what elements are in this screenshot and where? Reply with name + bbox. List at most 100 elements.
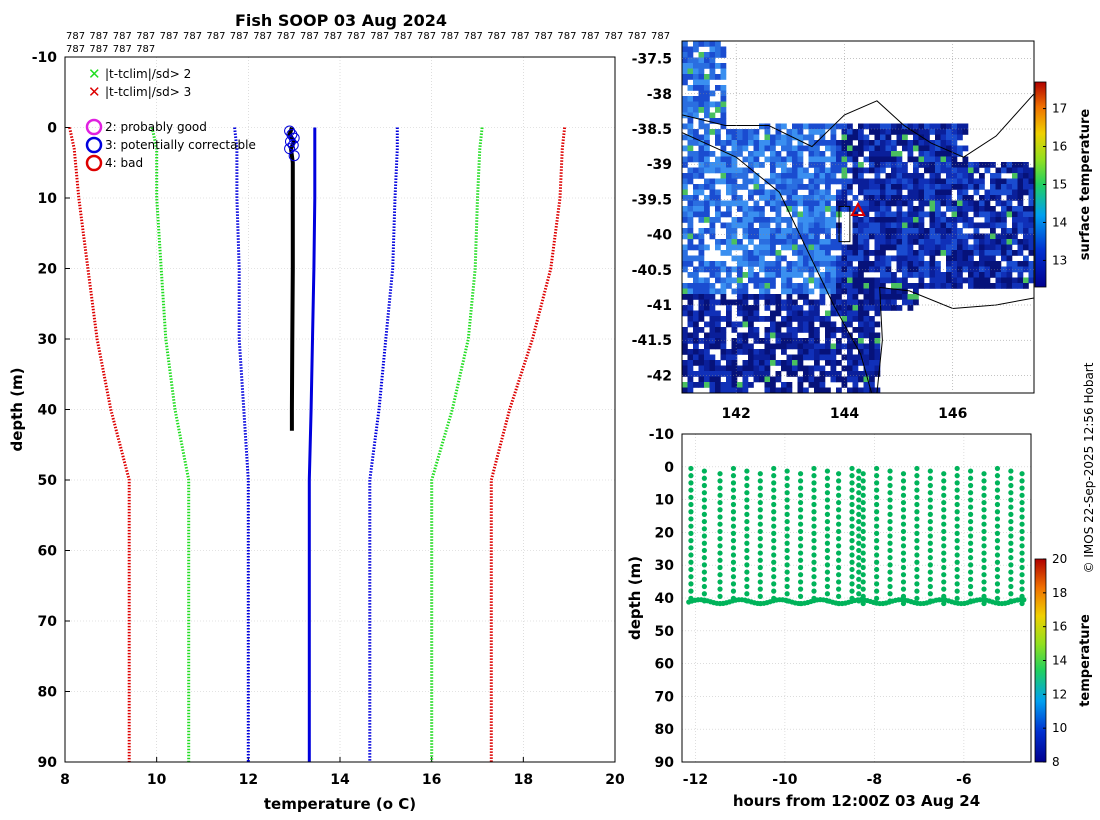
y-tick-label: 20: [655, 525, 675, 541]
sst-cell: [819, 156, 826, 163]
sst-cell: [693, 184, 699, 190]
sst-cell: [847, 140, 853, 146]
sst-cell: [786, 206, 793, 212]
scatter-point: [981, 550, 987, 556]
sst-cell: [951, 184, 958, 190]
scatter-point: [771, 566, 777, 573]
sst-cell: [874, 294, 881, 300]
sst-cell: [693, 338, 699, 344]
sst-cell: [808, 316, 815, 322]
sst-cell: [918, 129, 925, 135]
scatter-point: [730, 494, 737, 500]
sst-cell: [726, 283, 732, 289]
sst-cell: [847, 266, 853, 273]
sst-cell: [797, 129, 804, 135]
sst-cell: [880, 206, 886, 212]
sst-cell: [720, 167, 727, 174]
drop-label: 787: [113, 44, 132, 55]
sst-cell: [764, 217, 771, 223]
drop-label: 787: [347, 31, 366, 42]
sst-cell: [1012, 173, 1018, 179]
sst-cell: [803, 228, 809, 234]
sst-cell: [715, 118, 721, 124]
sst-cell: [1001, 266, 1007, 273]
scatter-point: [856, 562, 862, 568]
sst-cell: [918, 255, 925, 262]
sst-cell: [825, 261, 831, 267]
x-tick-label: 12: [239, 772, 258, 788]
sst-cell: [858, 321, 864, 328]
sst-cell: [753, 134, 760, 141]
scatter-point: [887, 511, 893, 517]
sst-cell: [792, 134, 798, 141]
sst-cell: [720, 261, 727, 267]
sst-cell: [979, 239, 985, 245]
sst-cell: [957, 266, 963, 273]
sst-cell: [940, 123, 947, 130]
sst-cell: [891, 305, 897, 311]
map-y-tick-label: -39.5: [632, 192, 672, 208]
sst-cell: [715, 277, 721, 284]
sst-cell: [759, 316, 765, 322]
sst-cell: [990, 195, 996, 201]
sst-cell: [770, 145, 776, 152]
sst-cell: [792, 371, 798, 377]
sst-cell: [797, 140, 804, 146]
sst-cell: [1023, 283, 1029, 289]
sst-cell: [874, 343, 881, 350]
scatter-point: [688, 566, 694, 573]
y-tick-label: 40: [655, 591, 675, 607]
sst-cell: [951, 206, 958, 212]
sst-cell: [973, 233, 980, 240]
sst-cell: [726, 200, 732, 207]
sst-cell: [808, 310, 815, 317]
sst-cell: [687, 145, 694, 152]
sst-cell: [781, 360, 787, 366]
sst-cell: [946, 239, 952, 245]
sst-cell: [797, 145, 804, 152]
drop-location-marker: [850, 201, 866, 216]
sst-cell: [698, 162, 705, 168]
sst-cell: [951, 156, 958, 163]
sst-cell: [748, 360, 754, 366]
sst-cell: [896, 184, 903, 190]
sst-cell: [682, 63, 688, 69]
sst-cell: [852, 162, 859, 168]
sst-cell: [929, 151, 936, 157]
sst-cell: [759, 228, 765, 234]
sst-cell: [918, 195, 925, 201]
sst-cell: [863, 376, 870, 383]
sst-cell: [979, 206, 985, 212]
sst-cell: [792, 184, 798, 190]
sst-cell: [858, 272, 864, 278]
sst-cell: [748, 195, 754, 201]
scatter-point: [860, 492, 866, 498]
scatter-point: [744, 504, 750, 510]
sst-cell: [957, 151, 963, 157]
sst-cell: [786, 167, 793, 174]
scatter-point: [824, 518, 831, 525]
sst-cell: [709, 283, 716, 289]
sst-cell: [907, 250, 914, 256]
sst-cell: [764, 156, 771, 163]
sst-cell: [924, 145, 930, 152]
scatter-point: [874, 545, 880, 551]
sst-cell: [731, 156, 738, 163]
sst-cell: [704, 288, 710, 295]
sst-cell: [797, 365, 804, 372]
sst-cell: [687, 382, 694, 388]
scatter-point: [784, 468, 790, 474]
sst-cell: [687, 294, 694, 300]
sst-cell: [874, 211, 881, 218]
scatter-point: [994, 494, 1001, 500]
sst-cell: [885, 288, 892, 295]
sst-cell: [979, 200, 985, 207]
sst-cell: [913, 239, 919, 245]
sst-cell: [935, 134, 941, 141]
sst-cell: [968, 233, 974, 240]
sst-cell: [913, 294, 919, 300]
sst-cell: [709, 316, 716, 322]
sst-cell: [924, 134, 930, 141]
sst-cell: [825, 349, 831, 355]
sst-cell: [803, 365, 809, 372]
